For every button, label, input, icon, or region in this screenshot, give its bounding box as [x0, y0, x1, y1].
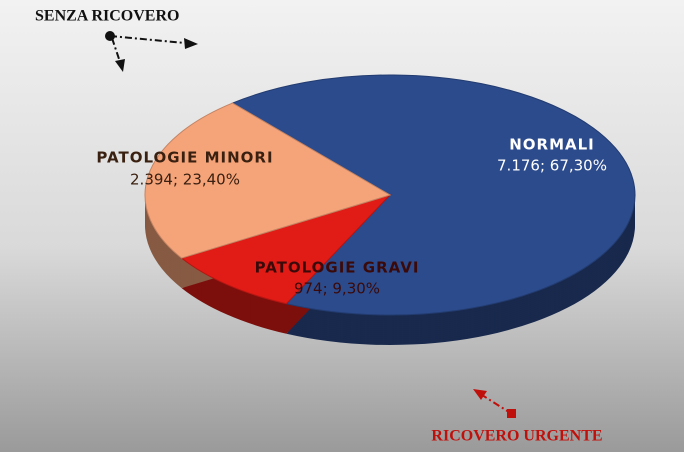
arrow	[473, 389, 516, 418]
annotation: SENZA RICOVERO	[35, 8, 179, 25]
slice-label: NORMALI	[509, 136, 595, 154]
slice-label: PATOLOGIE MINORI	[96, 149, 273, 167]
slice-value: 2.394; 23,40%	[130, 171, 240, 189]
slice-value: 7.176; 67,30%	[497, 157, 607, 175]
slice-label: PATOLOGIE GRAVI	[255, 259, 420, 277]
slice-value: 974; 9,30%	[294, 280, 380, 298]
slice	[180, 193, 392, 305]
annotation: RICOVERO URGENTE	[431, 428, 602, 445]
arrow	[105, 31, 198, 72]
slice	[144, 102, 392, 259]
pie	[144, 74, 636, 345]
